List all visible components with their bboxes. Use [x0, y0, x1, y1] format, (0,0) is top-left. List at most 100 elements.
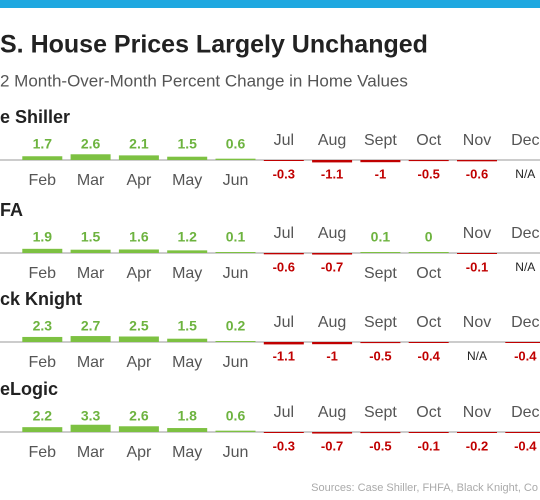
value-label: -1 — [326, 348, 338, 363]
value-label: 2.6 — [81, 136, 101, 152]
month-label: May — [172, 265, 202, 282]
month-label: Mar — [77, 354, 105, 371]
month-label: Aug — [318, 314, 346, 331]
bar — [360, 160, 401, 163]
month-label: Sept — [364, 404, 397, 421]
bar — [22, 336, 63, 342]
value-label: -0.4 — [514, 438, 537, 453]
value-label: -0.1 — [417, 438, 439, 453]
value-label: 1.2 — [177, 229, 197, 245]
value-label: -0.5 — [369, 438, 391, 453]
bar — [263, 253, 304, 255]
month-label: Dec — [511, 404, 539, 421]
bar — [22, 427, 63, 432]
value-label: -0.4 — [514, 348, 537, 363]
bar — [118, 155, 159, 160]
bar — [263, 432, 304, 433]
value-label: -0.7 — [321, 438, 343, 453]
month-label: Jul — [274, 132, 294, 149]
bar — [70, 336, 111, 342]
bar — [457, 160, 497, 162]
bar — [263, 342, 304, 345]
bar — [215, 158, 256, 160]
top-band — [0, 0, 540, 8]
bar — [167, 428, 208, 432]
value-label: -0.3 — [273, 438, 295, 453]
month-label: Jun — [223, 172, 249, 189]
bar — [118, 336, 159, 342]
bar — [70, 154, 111, 160]
value-label: 0.1 — [371, 229, 391, 245]
month-label: Mar — [77, 444, 105, 461]
bar — [408, 160, 449, 162]
bar — [312, 253, 353, 255]
value-label: 3.3 — [81, 408, 101, 424]
value-label: -0.4 — [417, 348, 440, 363]
bar — [70, 249, 111, 253]
bar — [360, 342, 401, 344]
bar — [70, 424, 111, 432]
month-label: Jul — [274, 314, 294, 331]
bar — [457, 253, 497, 254]
value-label: 0.1 — [226, 229, 246, 245]
month-label: Dec — [511, 132, 539, 149]
bar — [167, 250, 208, 253]
value-label: N/A — [515, 167, 535, 181]
month-label: Sept — [364, 132, 397, 149]
value-label: 1.8 — [177, 408, 197, 424]
bar — [167, 156, 208, 160]
value-label: -0.1 — [466, 259, 488, 274]
month-label: Apr — [126, 354, 152, 371]
bar — [118, 426, 159, 432]
value-label: 1.9 — [33, 229, 53, 245]
month-label: May — [172, 172, 202, 189]
month-label: Nov — [463, 404, 491, 421]
bar — [360, 432, 401, 434]
month-label: Dec — [511, 314, 539, 331]
month-label: Feb — [29, 265, 57, 282]
bar — [215, 252, 256, 253]
value-label: 2.3 — [33, 318, 53, 334]
month-label: Aug — [318, 404, 346, 421]
bar — [312, 160, 353, 163]
month-label: Oct — [416, 132, 441, 149]
month-label: Apr — [126, 444, 152, 461]
month-label: May — [172, 354, 202, 371]
month-label: Apr — [126, 265, 152, 282]
value-label: -0.5 — [417, 166, 439, 181]
bar — [215, 430, 256, 432]
panel-title: ck Knight — [0, 289, 82, 309]
bar — [312, 432, 353, 434]
month-label: Jun — [223, 444, 249, 461]
value-label: 0.6 — [226, 136, 246, 152]
bar — [263, 160, 304, 161]
month-label: Mar — [77, 265, 105, 282]
bar — [457, 432, 497, 433]
value-label: 2.6 — [129, 408, 149, 424]
value-label: -1.1 — [321, 166, 343, 181]
month-label: Nov — [463, 132, 491, 149]
bar — [167, 338, 208, 342]
value-label: -1.1 — [273, 348, 295, 363]
month-label: Nov — [463, 314, 491, 331]
bar — [118, 249, 159, 253]
month-label: Jul — [274, 404, 294, 421]
value-label: N/A — [467, 349, 487, 363]
value-label: -0.7 — [321, 259, 343, 274]
month-label: May — [172, 444, 202, 461]
panel-title: e Shiller — [0, 107, 70, 127]
month-label: Feb — [29, 354, 57, 371]
value-label: -0.5 — [369, 348, 391, 363]
bar — [505, 342, 540, 343]
value-label: N/A — [515, 260, 535, 274]
value-label: 0.6 — [226, 408, 246, 424]
value-label: -0.6 — [466, 166, 488, 181]
value-label: 0.2 — [226, 318, 246, 334]
value-label: 1.5 — [177, 136, 197, 152]
bar — [22, 248, 63, 253]
month-label: Oct — [416, 404, 441, 421]
month-label: Oct — [416, 314, 441, 331]
value-label: 0 — [425, 229, 433, 245]
bar — [408, 432, 449, 433]
value-label: 2.7 — [81, 318, 101, 334]
